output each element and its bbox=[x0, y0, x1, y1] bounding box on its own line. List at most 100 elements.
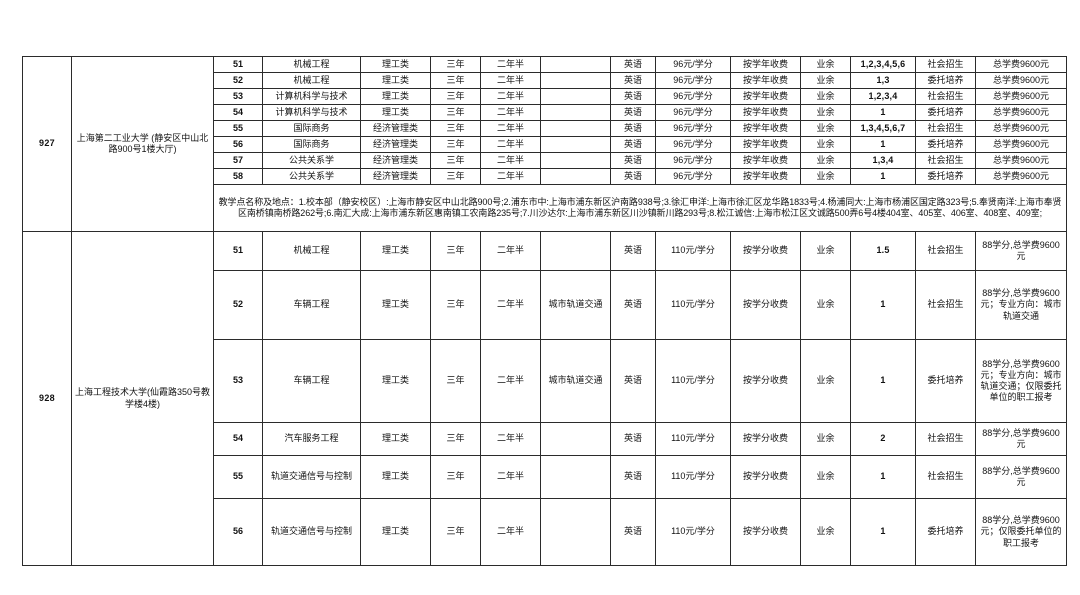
table-row: 52 机械工程 理工类 三年 二年半 英语 96元/学分 按学年收费 业余 1,… bbox=[23, 72, 1067, 89]
fee-standard: 96元/学分 bbox=[655, 136, 731, 153]
fee-standard: 96元/学分 bbox=[655, 104, 731, 121]
study-form: 业余 bbox=[800, 422, 851, 456]
enroll-type: 委托培养 bbox=[915, 498, 976, 566]
major-index: 52 bbox=[213, 270, 263, 340]
major-index: 51 bbox=[213, 56, 263, 73]
major-category: 理工类 bbox=[360, 231, 431, 271]
remark: 88学分,总学费9600元 bbox=[975, 422, 1067, 456]
study-years: 二年半 bbox=[480, 270, 541, 340]
teaching-sites: 1 bbox=[850, 104, 916, 121]
major-direction bbox=[540, 498, 611, 566]
major-name: 机械工程 bbox=[262, 56, 361, 73]
teaching-sites: 1,2,3,4 bbox=[850, 88, 916, 105]
duration: 三年 bbox=[430, 120, 481, 137]
fee-standard: 110元/学分 bbox=[655, 231, 731, 271]
school-name: 上海工程技术大学(仙霞路350号教学楼4楼) bbox=[71, 231, 214, 566]
enroll-type: 社会招生 bbox=[915, 88, 976, 105]
major-index: 53 bbox=[213, 339, 263, 423]
study-form: 业余 bbox=[800, 498, 851, 566]
duration: 三年 bbox=[430, 270, 481, 340]
study-years: 二年半 bbox=[480, 231, 541, 271]
language: 英语 bbox=[610, 72, 656, 89]
major-direction bbox=[540, 88, 611, 105]
fee-mode: 按学年收费 bbox=[730, 120, 801, 137]
study-form: 业余 bbox=[800, 72, 851, 89]
table-row: 927 上海第二工业大学 (静安区中山北路900号1楼大厅) 51 机械工程 理… bbox=[22, 56, 1067, 232]
major-category: 理工类 bbox=[360, 455, 431, 499]
language: 英语 bbox=[610, 152, 656, 169]
major-index: 58 bbox=[213, 168, 263, 185]
duration: 三年 bbox=[430, 104, 481, 121]
study-years: 二年半 bbox=[480, 88, 541, 105]
study-form: 业余 bbox=[800, 231, 851, 271]
language: 英语 bbox=[610, 498, 656, 566]
fee-standard: 110元/学分 bbox=[655, 270, 731, 340]
enroll-type: 社会招生 bbox=[915, 120, 976, 137]
enroll-type: 社会招生 bbox=[915, 270, 976, 340]
fee-mode: 按学年收费 bbox=[730, 152, 801, 169]
fee-standard: 110元/学分 bbox=[655, 422, 731, 456]
enroll-type: 委托培养 bbox=[915, 104, 976, 121]
enroll-type: 委托培养 bbox=[915, 339, 976, 423]
major-category: 理工类 bbox=[360, 88, 431, 105]
major-index: 57 bbox=[213, 152, 263, 169]
fee-standard: 110元/学分 bbox=[655, 498, 731, 566]
fee-mode: 按学分收费 bbox=[730, 422, 801, 456]
duration: 三年 bbox=[430, 56, 481, 73]
major-category: 经济管理类 bbox=[360, 136, 431, 153]
fee-standard: 96元/学分 bbox=[655, 56, 731, 73]
major-direction bbox=[540, 152, 611, 169]
major-direction bbox=[540, 120, 611, 137]
remark: 总学费9600元 bbox=[975, 120, 1067, 137]
study-years: 二年半 bbox=[480, 56, 541, 73]
fee-standard: 96元/学分 bbox=[655, 168, 731, 185]
major-name: 轨道交通信号与控制 bbox=[262, 498, 361, 566]
enroll-type: 社会招生 bbox=[915, 231, 976, 271]
school-code: 927 bbox=[22, 56, 72, 232]
study-form: 业余 bbox=[800, 136, 851, 153]
teaching-sites: 1.5 bbox=[850, 231, 916, 271]
remark: 88学分,总学费9600元；专业方向：城市轨道交通 bbox=[975, 270, 1067, 340]
major-direction bbox=[540, 231, 611, 271]
fee-mode: 按学年收费 bbox=[730, 104, 801, 121]
remark: 88学分,总学费9600元 bbox=[975, 231, 1067, 271]
major-name: 机械工程 bbox=[262, 231, 361, 271]
duration: 三年 bbox=[430, 72, 481, 89]
enroll-type: 社会招生 bbox=[915, 422, 976, 456]
language: 英语 bbox=[610, 422, 656, 456]
major-category: 理工类 bbox=[360, 339, 431, 423]
enroll-type: 委托培养 bbox=[915, 72, 976, 89]
remark: 88学分,总学费9600元 bbox=[975, 455, 1067, 499]
study-form: 业余 bbox=[800, 168, 851, 185]
major-index: 53 bbox=[213, 88, 263, 105]
remark: 总学费9600元 bbox=[975, 168, 1067, 185]
major-direction bbox=[540, 136, 611, 153]
major-name: 汽车服务工程 bbox=[262, 422, 361, 456]
language: 英语 bbox=[610, 120, 656, 137]
duration: 三年 bbox=[430, 168, 481, 185]
language: 英语 bbox=[610, 88, 656, 105]
major-index: 52 bbox=[213, 72, 263, 89]
teaching-sites: 1,3 bbox=[850, 72, 916, 89]
major-direction bbox=[540, 56, 611, 73]
duration: 三年 bbox=[430, 339, 481, 423]
remark: 88学分,总学费9600元；专业方向：城市轨道交通；仅限委托单位的职工报考 bbox=[975, 339, 1067, 423]
major-index: 54 bbox=[213, 422, 263, 456]
enroll-type: 委托培养 bbox=[915, 136, 976, 153]
major-name: 公共关系学 bbox=[262, 168, 361, 185]
teaching-sites: 1,3,4,5,6,7 bbox=[850, 120, 916, 137]
fee-standard: 96元/学分 bbox=[655, 88, 731, 105]
study-years: 二年半 bbox=[480, 120, 541, 137]
study-years: 二年半 bbox=[480, 422, 541, 456]
language: 英语 bbox=[610, 455, 656, 499]
duration: 三年 bbox=[430, 88, 481, 105]
fee-standard: 110元/学分 bbox=[655, 339, 731, 423]
teaching-sites: 1 bbox=[850, 270, 916, 340]
teaching-sites: 1,3,4 bbox=[850, 152, 916, 169]
teaching-sites: 2 bbox=[850, 422, 916, 456]
duration: 三年 bbox=[430, 422, 481, 456]
major-index: 51 bbox=[213, 231, 263, 271]
study-form: 业余 bbox=[800, 455, 851, 499]
fee-mode: 按学年收费 bbox=[730, 56, 801, 73]
study-years: 二年半 bbox=[480, 498, 541, 566]
